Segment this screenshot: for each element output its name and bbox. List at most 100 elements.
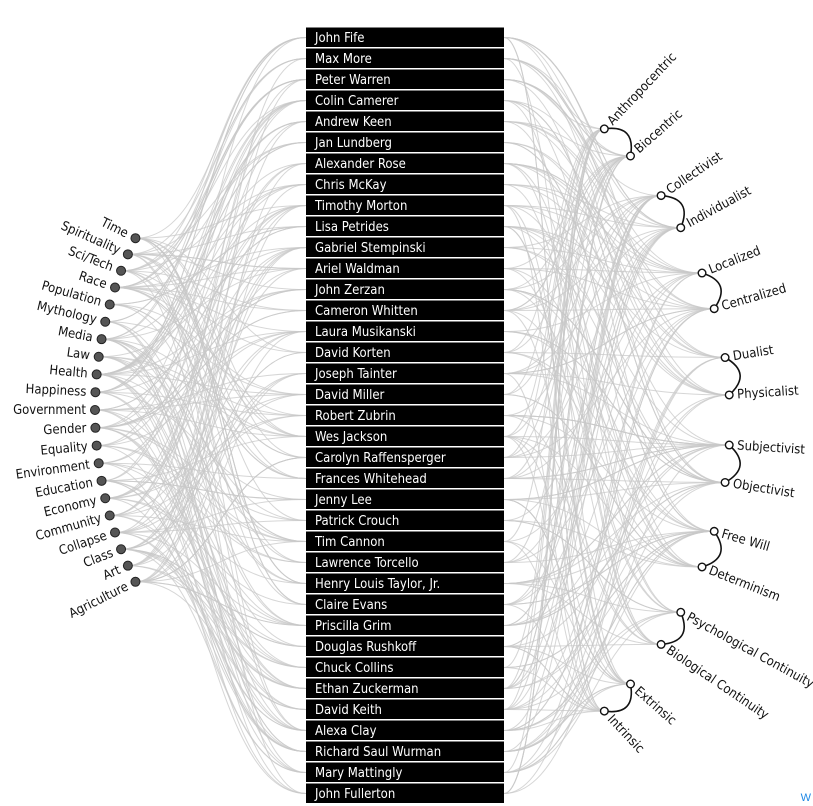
person-cameron-whitten[interactable]: Cameron Whitten xyxy=(306,300,504,321)
topic-node[interactable] xyxy=(90,387,101,398)
topic-node[interactable] xyxy=(110,527,121,538)
person-max-more[interactable]: Max More xyxy=(306,48,504,69)
person-robert-zubrin[interactable]: Robert Zubrin xyxy=(306,405,504,426)
concept-node-dualist[interactable] xyxy=(720,353,730,363)
link-line xyxy=(503,394,730,626)
topic-agriculture[interactable]: Agriculture xyxy=(67,576,141,622)
person-ethan-zuckerman[interactable]: Ethan Zuckerman xyxy=(306,678,504,699)
link-line xyxy=(503,247,703,274)
topic-node[interactable] xyxy=(91,369,102,380)
link-line xyxy=(114,520,307,533)
person-wes-jackson[interactable]: Wes Jackson xyxy=(306,426,504,447)
topic-government[interactable]: Government xyxy=(13,403,100,418)
concept-node-extrinsic[interactable] xyxy=(626,679,636,689)
concept-node-subjectivist[interactable] xyxy=(724,440,734,450)
link-line xyxy=(503,643,662,647)
person-richard-saul-wurman[interactable]: Richard Saul Wurman xyxy=(306,741,504,762)
topic-node[interactable] xyxy=(104,510,115,521)
person-andrew-keen[interactable]: Andrew Keen xyxy=(306,111,504,132)
topic-node[interactable] xyxy=(122,249,133,260)
person-david-korten[interactable]: David Korten xyxy=(306,342,504,363)
person-ariel-waldman[interactable]: Ariel Waldman xyxy=(306,258,504,279)
link-line xyxy=(503,308,715,731)
topic-node[interactable] xyxy=(90,405,100,415)
topic-node[interactable] xyxy=(90,422,101,433)
person-jenny-lee[interactable]: Jenny Lee xyxy=(306,489,504,510)
person-douglas-rushkoff[interactable]: Douglas Rushkoff xyxy=(306,636,504,657)
topic-node[interactable] xyxy=(116,265,127,276)
topic-equality[interactable]: Equality xyxy=(40,439,102,459)
topic-node[interactable] xyxy=(110,282,121,293)
person-carolyn-raffensperger[interactable]: Carolyn Raffensperger xyxy=(306,447,504,468)
link-line xyxy=(127,226,307,255)
link-line xyxy=(109,304,307,479)
person-chris-mckay[interactable]: Chris McKay xyxy=(306,174,504,195)
concept-node-objectivist[interactable] xyxy=(720,477,730,487)
topic-node[interactable] xyxy=(96,334,107,345)
person-frances-whitehead[interactable]: Frances Whitehead xyxy=(306,468,504,489)
topic-art[interactable]: Art xyxy=(101,560,133,584)
topic-node[interactable] xyxy=(91,440,102,451)
topic-gender[interactable]: Gender xyxy=(43,421,101,438)
topic-media[interactable]: Media xyxy=(57,324,107,345)
person-david-keith[interactable]: David Keith xyxy=(306,699,504,720)
topic-health[interactable]: Health xyxy=(49,363,102,382)
topic-node[interactable] xyxy=(93,351,104,362)
person-joseph-tainter[interactable]: Joseph Tainter xyxy=(306,363,504,384)
concept-node-free-will[interactable] xyxy=(709,526,719,536)
person-jan-lundberg[interactable]: Jan Lundberg xyxy=(306,132,504,153)
concept-node-biocentric[interactable] xyxy=(626,151,636,161)
person-gabriel-stempinski[interactable]: Gabriel Stempinski xyxy=(306,237,504,258)
topic-node[interactable] xyxy=(93,458,104,469)
person-name: Douglas Rushkoff xyxy=(315,640,417,655)
concept-node-determinism[interactable] xyxy=(697,562,707,572)
person-claire-evans[interactable]: Claire Evans xyxy=(306,594,504,615)
concept-node-biological-continuity[interactable] xyxy=(656,639,666,649)
topic-law[interactable]: Law xyxy=(66,345,104,363)
concept-node-centralized[interactable] xyxy=(709,304,719,314)
person-alexa-clay[interactable]: Alexa Clay xyxy=(306,720,504,741)
person-laura-musikanski[interactable]: Laura Musikanski xyxy=(306,321,504,342)
person-alexander-rose[interactable]: Alexander Rose xyxy=(306,153,504,174)
link-line xyxy=(503,611,681,731)
topic-node[interactable] xyxy=(104,299,115,310)
link-line xyxy=(503,373,730,446)
person-henry-louis-taylor-jr[interactable]: Henry Louis Taylor, Jr. xyxy=(306,573,504,594)
person-patrick-crouch[interactable]: Patrick Crouch xyxy=(306,510,504,531)
concept-node-intrinsic[interactable] xyxy=(599,706,609,716)
topic-node[interactable] xyxy=(116,544,127,555)
concept-node-physicalist[interactable] xyxy=(724,390,734,400)
person-john-fife[interactable]: John Fife xyxy=(306,27,504,48)
topic-happiness[interactable]: Happiness xyxy=(25,382,101,400)
link-line xyxy=(503,58,631,685)
concept-node-localized[interactable] xyxy=(697,268,707,278)
person-timothy-morton[interactable]: Timothy Morton xyxy=(306,195,504,216)
person-tim-cannon[interactable]: Tim Cannon xyxy=(306,531,504,552)
link-line xyxy=(135,331,307,583)
person-john-fullerton[interactable]: John Fullerton xyxy=(306,783,504,804)
topic-node[interactable] xyxy=(96,475,107,486)
person-john-zerzan[interactable]: John Zerzan xyxy=(306,279,504,300)
person-mary-mattingly[interactable]: Mary Mattingly xyxy=(306,762,504,783)
person-david-miller[interactable]: David Miller xyxy=(306,384,504,405)
person-chuck-collins[interactable]: Chuck Collins xyxy=(306,657,504,678)
concept-node-individualist[interactable] xyxy=(676,223,686,233)
person-lisa-petrides[interactable]: Lisa Petrides xyxy=(306,216,504,237)
topic-node[interactable] xyxy=(100,493,111,504)
link-line xyxy=(503,163,715,310)
link-line xyxy=(503,530,715,668)
person-lawrence-torcello[interactable]: Lawrence Torcello xyxy=(306,552,504,573)
topic-node[interactable] xyxy=(100,316,111,327)
topic-node[interactable] xyxy=(122,560,133,571)
concept-node-anthropocentric[interactable] xyxy=(599,124,609,134)
person-priscilla-grim[interactable]: Priscilla Grim xyxy=(306,615,504,636)
link-line xyxy=(98,356,307,647)
concept-node-collectivist[interactable] xyxy=(656,191,666,201)
topic-node[interactable] xyxy=(130,233,141,244)
topic-node[interactable] xyxy=(130,576,141,587)
person-colin-camerer[interactable]: Colin Camerer xyxy=(306,90,504,111)
concept-node-psychological-continuity[interactable] xyxy=(676,607,686,617)
person-peter-warren[interactable]: Peter Warren xyxy=(306,69,504,90)
person-bar xyxy=(306,153,504,173)
